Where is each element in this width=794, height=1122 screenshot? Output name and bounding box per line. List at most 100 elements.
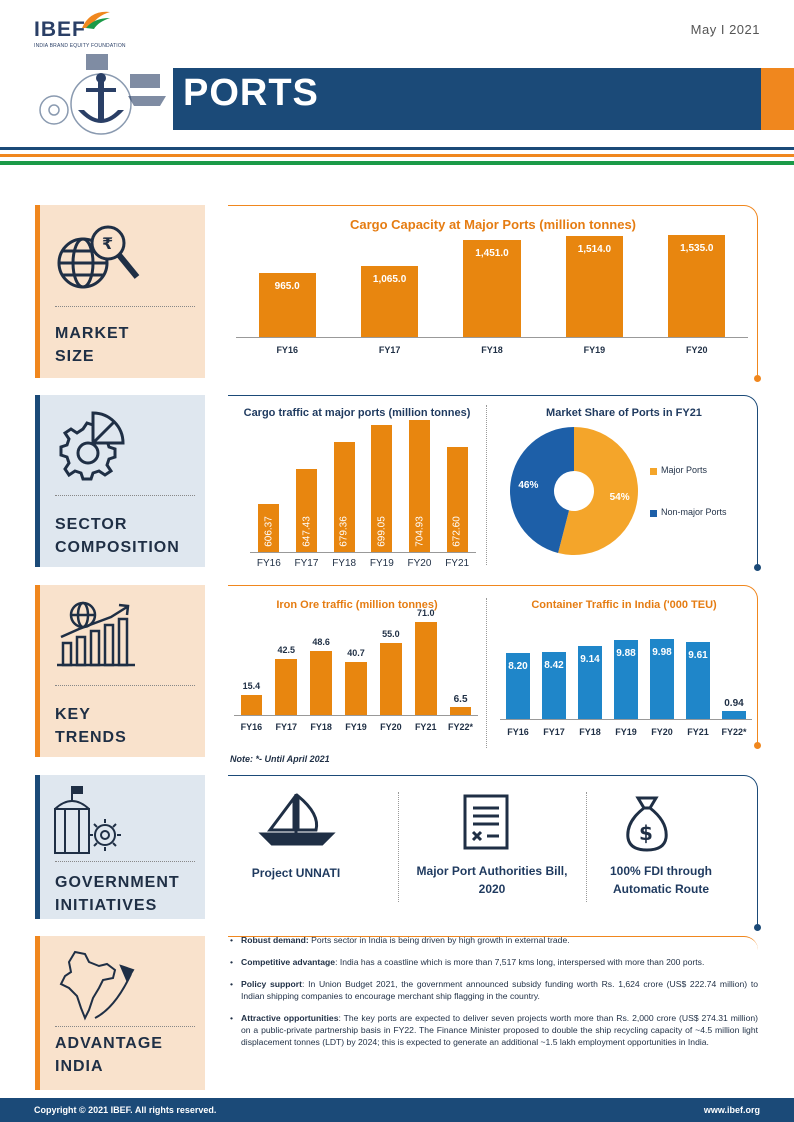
tick-label: FY20 xyxy=(380,722,402,732)
initiative-label: 100% FDI through Automatic Route xyxy=(609,864,712,896)
india-map-plane-icon xyxy=(59,950,135,1021)
globe-bar-chart-icon xyxy=(57,601,135,667)
data-label: 647.43 xyxy=(301,516,312,547)
chart-iron-ore: Iron Ore traffic (million tonnes) 15.4 FY1… xyxy=(228,585,486,745)
data-label: 40.7 xyxy=(347,647,365,658)
legend-label: Major Ports xyxy=(661,465,708,475)
initiative-label: Major Port Authorities Bill, 2020 xyxy=(416,864,568,896)
tick-label: FY16 xyxy=(256,558,281,569)
divider xyxy=(486,405,487,565)
data-label: 9.88 xyxy=(616,647,636,659)
tick-label: FY20 xyxy=(407,558,432,569)
divider xyxy=(398,792,399,902)
section-label-line: INITIATIVES xyxy=(55,897,158,914)
bar xyxy=(578,645,602,719)
svg-text:₹: ₹ xyxy=(102,234,113,253)
stripe-green xyxy=(0,161,794,165)
globe-rupee-magnifier-icon: ₹ xyxy=(57,225,140,289)
bar xyxy=(371,424,393,552)
title-bar xyxy=(173,68,761,130)
tick-label: FY16 xyxy=(507,727,529,737)
sailboat-icon xyxy=(258,792,336,846)
data-label: 48.6 xyxy=(312,637,330,648)
title-accent xyxy=(761,68,794,130)
frame-government-initiatives xyxy=(228,775,761,931)
tick-label: FY19 xyxy=(369,558,394,569)
flag-swoosh-icon xyxy=(82,11,110,29)
issue-date: May I 2021 xyxy=(690,22,760,37)
legend-swatch xyxy=(650,468,657,475)
bar xyxy=(310,651,332,715)
panel-sector-composition: SECTOR COMPOSITION xyxy=(35,395,205,567)
pie-slice xyxy=(510,427,574,553)
tick-label: FY20 xyxy=(651,727,673,737)
tick-label: FY20 xyxy=(686,345,708,355)
chart-cargo-traffic: Cargo traffic at major ports (million to… xyxy=(228,395,486,569)
legend-swatch xyxy=(650,510,657,517)
bar xyxy=(345,661,367,715)
data-label: 54% xyxy=(610,492,630,503)
bar xyxy=(414,622,437,715)
bar xyxy=(240,694,263,715)
data-label: 46% xyxy=(518,480,538,491)
data-label: 699.05 xyxy=(376,516,388,547)
data-label: 8.42 xyxy=(544,659,564,671)
chart-title: Container Traffic in India ('000 TEU) xyxy=(531,599,717,611)
data-label: 1,514.0 xyxy=(577,244,612,256)
divider xyxy=(586,792,587,902)
data-label: 606.37 xyxy=(263,516,275,547)
chart-title: Iron Ore traffic (million tonnes) xyxy=(276,599,438,611)
chart-title: Market Share of Ports in FY21 xyxy=(546,407,702,419)
bar xyxy=(686,642,710,719)
data-label: 42.5 xyxy=(277,645,296,656)
bar xyxy=(275,659,298,715)
list-item: Robust demand: Ports sector in India is … xyxy=(228,934,758,946)
stripe-orange xyxy=(0,154,794,157)
section-label-line: MARKET xyxy=(55,325,130,342)
bar xyxy=(295,468,318,552)
data-label: 55.0 xyxy=(382,629,400,640)
copyright: Copyright © 2021 IBEF. All rights reserv… xyxy=(34,1105,217,1115)
list-item: Policy support: In Union Budget 2021, th… xyxy=(228,978,758,1002)
data-label: 679.36 xyxy=(338,516,350,547)
bar xyxy=(446,447,468,552)
tick-label: FY19 xyxy=(583,345,606,355)
tick-label: FY18 xyxy=(310,722,332,732)
page-title: PORTS xyxy=(183,72,319,114)
tick-label: FY21 xyxy=(414,722,437,732)
bar xyxy=(668,234,726,337)
anchor-ship-emblem-icon xyxy=(39,54,166,135)
data-label: 0.94 xyxy=(724,698,744,710)
bar xyxy=(542,651,566,719)
x-axis xyxy=(500,719,752,720)
gear-pie-icon xyxy=(59,411,125,481)
frame-market-size xyxy=(228,205,761,382)
bar xyxy=(360,266,419,337)
tick-label: FY19 xyxy=(615,727,637,737)
chart-title: Cargo Capacity at Major Ports (million t… xyxy=(349,217,637,232)
divider xyxy=(486,598,487,748)
document-icon xyxy=(463,794,509,850)
advantages-list: Robust demand: Ports sector in India is … xyxy=(228,934,758,1058)
logo: IBEF xyxy=(34,18,86,41)
bar xyxy=(333,441,355,552)
bar xyxy=(565,236,624,337)
bar xyxy=(722,711,746,719)
bar xyxy=(506,653,530,719)
tick-label: FY16 xyxy=(240,722,263,732)
list-item: Competitive advantage: India has a coast… xyxy=(228,956,758,968)
section-label-line: ADVANTAGE xyxy=(55,1035,163,1052)
stripe-navy xyxy=(0,147,794,150)
bar xyxy=(408,419,431,552)
money-bag-icon: $ xyxy=(626,796,668,852)
tick-label: FY17 xyxy=(275,722,298,732)
tick-label: FY18 xyxy=(481,345,503,355)
data-label: 704.93 xyxy=(414,516,425,547)
data-label: 9.98 xyxy=(652,647,672,659)
data-label: 8.20 xyxy=(508,661,528,673)
section-label-line: KEY xyxy=(55,706,91,723)
site-link[interactable]: www.ibef.org xyxy=(703,1105,760,1115)
panel-advantage-india: ADVANTAGE INDIA xyxy=(35,936,205,1090)
tick-label: FY17 xyxy=(543,727,565,737)
frame-sector-composition xyxy=(228,395,761,571)
